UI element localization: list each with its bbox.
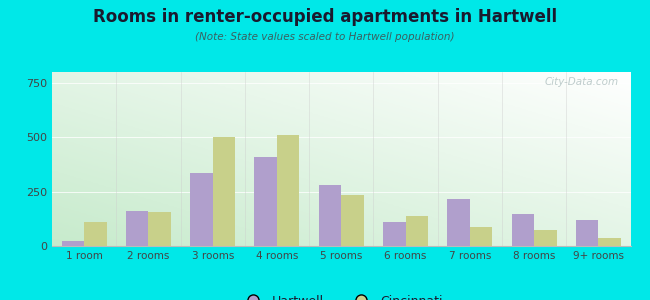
Bar (383, 222, 406, 246)
Bar (84, 222, 107, 246)
Bar (318, 185, 341, 246)
Legend: Hartwell, Cincinnati: Hartwell, Cincinnati (235, 290, 447, 300)
Bar (126, 211, 148, 246)
Bar (576, 220, 599, 246)
Bar (62, 241, 84, 246)
Bar (277, 135, 300, 246)
Bar (599, 238, 621, 246)
Bar (341, 195, 364, 246)
Bar (534, 230, 556, 246)
Bar (470, 227, 492, 246)
Bar (512, 214, 534, 246)
Bar (406, 216, 428, 246)
Bar (148, 212, 171, 246)
Text: (Note: State values scaled to Hartwell population): (Note: State values scaled to Hartwell p… (195, 32, 455, 41)
Bar (190, 173, 213, 246)
Text: City-Data.com: City-Data.com (545, 77, 619, 87)
Bar (255, 157, 277, 246)
Bar (213, 137, 235, 246)
Text: Rooms in renter-occupied apartments in Hartwell: Rooms in renter-occupied apartments in H… (93, 8, 557, 26)
Bar (447, 199, 470, 246)
